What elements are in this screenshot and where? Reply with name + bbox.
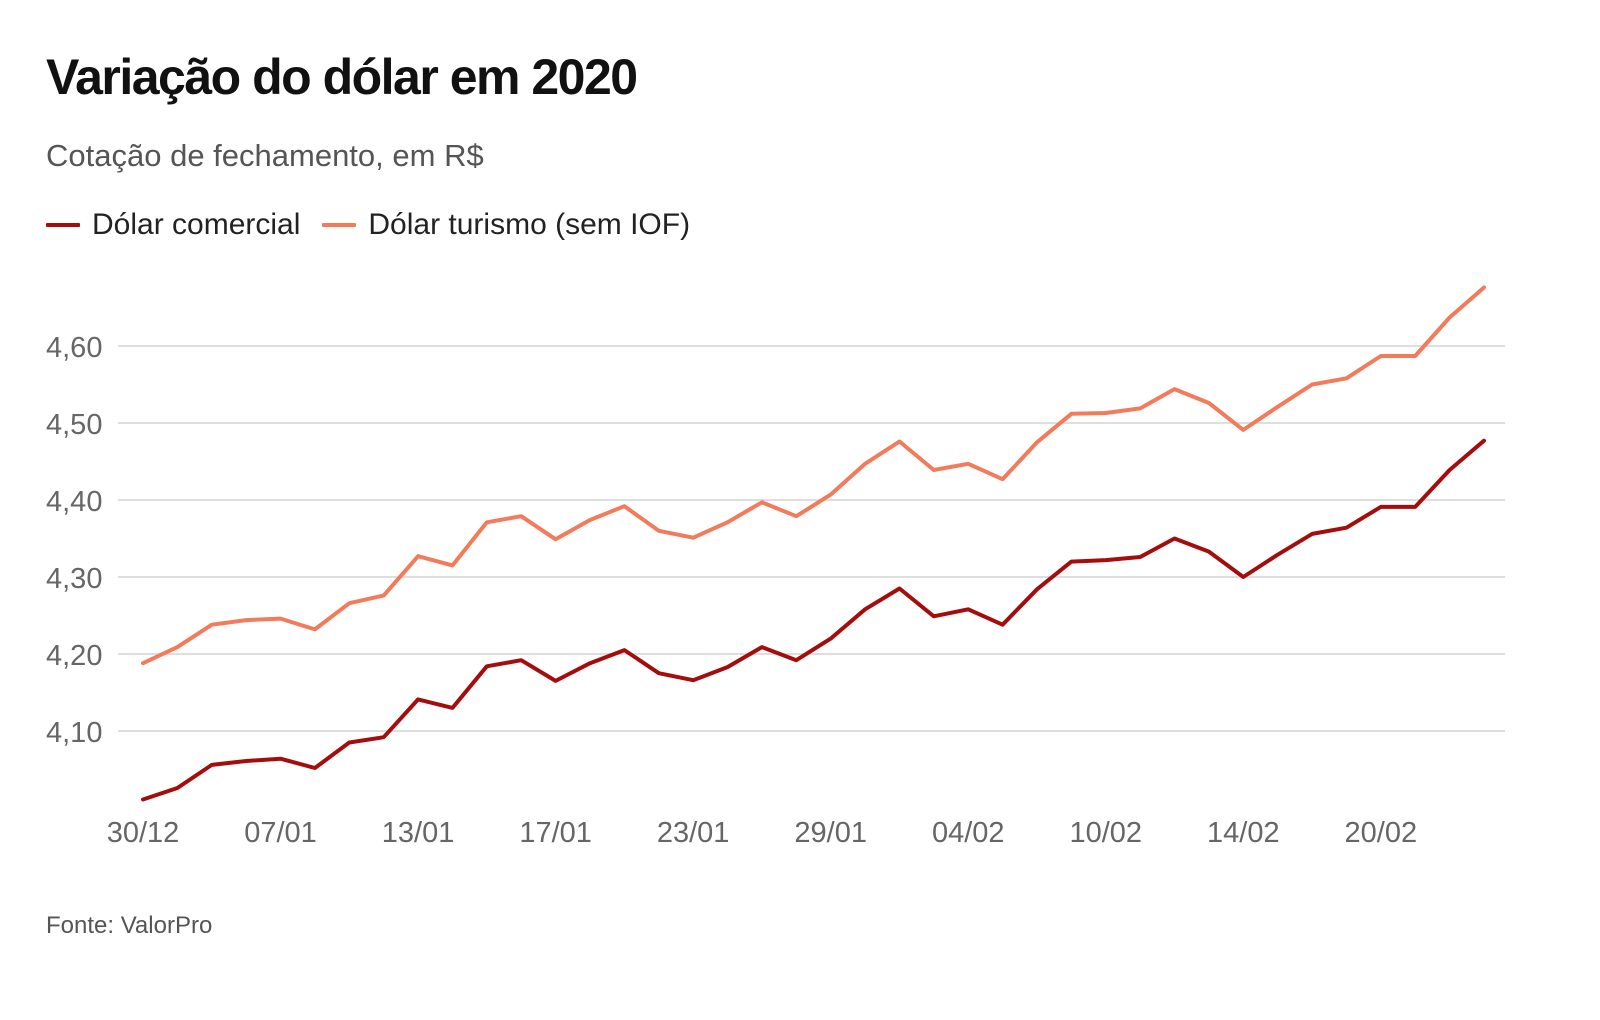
legend-item-turismo: Dólar turismo (sem IOF) — [322, 208, 690, 242]
y-tick-label: 4,30 — [46, 563, 102, 595]
legend-label-turismo: Dólar turismo (sem IOF) — [368, 208, 691, 241]
x-tick-label: 17/01 — [519, 817, 592, 849]
x-tick-label: 13/01 — [382, 817, 455, 849]
x-tick-label: 14/02 — [1207, 817, 1280, 849]
y-tick-label: 4,60 — [46, 332, 102, 364]
source-note: Fonte: ValorPro — [46, 912, 213, 939]
y-tick-label: 4,40 — [46, 486, 102, 518]
legend-label-comercial: Dólar comercial — [92, 208, 301, 241]
x-tick-label: 07/01 — [244, 817, 317, 849]
x-tick-label: 10/02 — [1069, 817, 1142, 849]
y-tick-label: 4,50 — [46, 409, 102, 441]
legend-item-comercial: Dólar comercial — [46, 208, 300, 242]
x-tick-label: 04/02 — [932, 817, 1005, 849]
y-tick-label: 4,10 — [46, 717, 102, 749]
y-tick-label: 4,20 — [46, 640, 102, 672]
series-line-comercial — [141, 438, 1486, 802]
legend-swatch-turismo — [322, 223, 357, 227]
series-line-turismo — [141, 285, 1486, 666]
x-tick-label: 30/12 — [107, 817, 180, 849]
chart-title: Variação do dólar em 2020 — [46, 49, 638, 105]
legend: Dólar comercial Dólar turismo (sem IOF) — [46, 208, 712, 242]
x-tick-label: 29/01 — [794, 817, 867, 849]
legend-swatch-comercial — [46, 223, 80, 227]
chart-subtitle: Cotação de fechamento, em R$ — [46, 138, 484, 173]
x-tick-label: 20/02 — [1345, 817, 1418, 849]
x-tick-label: 23/01 — [657, 817, 730, 849]
